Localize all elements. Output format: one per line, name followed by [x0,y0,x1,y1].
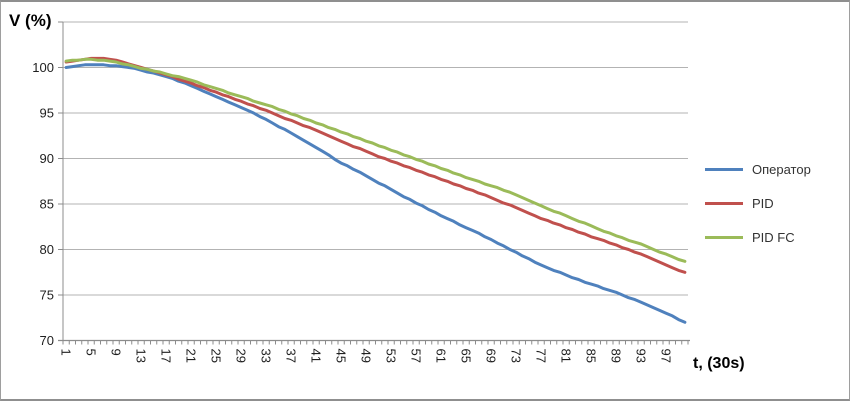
legend-line-swatch-pid-fc [705,235,743,239]
x-tick-label: 21 [184,349,199,363]
x-tick-label: 1 [59,349,74,356]
legend-item-pid[interactable]: PID [705,186,811,220]
series-line-pid [64,56,687,274]
x-axis-title: t, (30s) [693,355,745,372]
x-tick-label: 73 [509,349,524,363]
legend-label-operator: Оператор [752,161,811,177]
x-tick-label: 17 [159,349,174,363]
y-tick-label: 100 [32,60,54,75]
x-tick-label: 53 [384,349,399,363]
y-tick-label: 90 [40,151,54,166]
legend: Оператор PID PID FC [705,152,811,254]
x-tick-label: 13 [134,349,149,363]
x-tick-label: 9 [109,349,124,356]
y-tick-label: 95 [40,106,54,121]
y-tick-label: 80 [40,242,54,257]
legend-label-pid: PID [752,195,774,211]
x-tick-label: 93 [634,349,649,363]
legend-item-operator[interactable]: Оператор [705,152,811,186]
x-tick-label: 57 [409,349,424,363]
series-line-оператор [64,63,687,324]
x-tick-label: 69 [484,349,499,363]
legend-line-swatch-operator [705,167,743,171]
x-tick-label: 29 [234,349,249,363]
x-tick-label: 25 [209,349,224,363]
x-tick-label: 45 [334,349,349,363]
x-tick-label: 85 [584,349,599,363]
y-tick-label: 70 [40,333,54,348]
x-tick-label: 77 [534,349,549,363]
legend-item-pid-fc[interactable]: PID FC [705,220,811,254]
y-tick-label: 85 [40,197,54,212]
x-tick-label: 61 [434,349,449,363]
x-tick-label: 81 [559,349,574,363]
x-tick-label: 41 [309,349,324,363]
y-tick-label: 75 [40,288,54,303]
x-tick-label: 37 [284,349,299,363]
legend-line-swatch-pid [705,201,743,205]
x-tick-label: 33 [259,349,274,363]
legend-label-pid-fc: PID FC [752,229,795,245]
y-axis-title: V (%) [9,11,52,30]
x-tick-label: 65 [459,349,474,363]
x-tick-label: 97 [659,349,674,363]
x-tick-label: 49 [359,349,374,363]
x-tick-label: 89 [609,349,624,363]
series-line-pid-fc [64,57,687,263]
x-tick-label: 5 [84,349,99,356]
